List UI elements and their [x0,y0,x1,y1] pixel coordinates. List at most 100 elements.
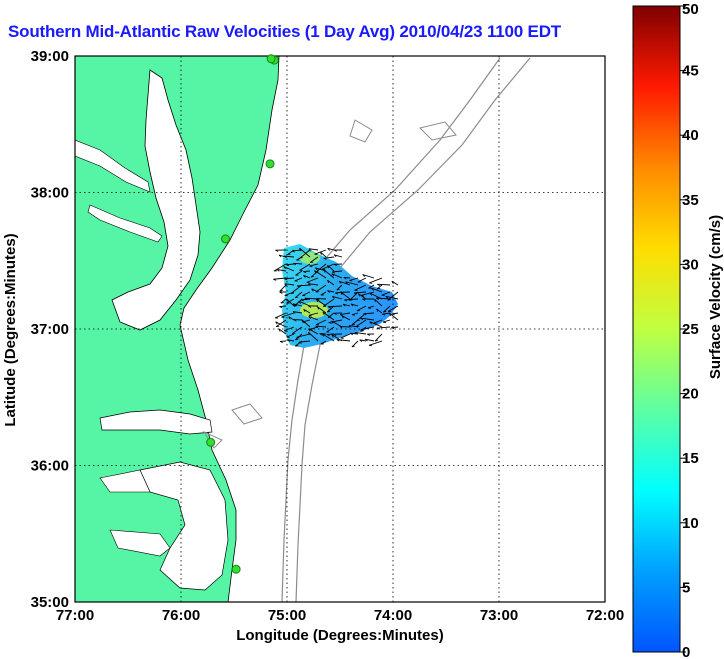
bathymetry-contour [419,121,457,141]
velocity-vector [373,319,383,324]
velocity-vector [287,339,295,342]
velocity-vector [332,270,343,273]
velocity-vector [349,277,359,281]
velocity-vector [376,297,391,300]
velocity-vector-head [304,297,308,301]
chesapeake-bay [111,69,201,331]
potomac-river [75,139,151,193]
velocity-vector-head [283,255,287,259]
radar-stations [206,54,279,574]
velocity-vector-head [308,248,312,251]
velocity-vector [308,331,319,342]
velocity-vector-head [369,344,373,347]
velocity-vector-head [354,332,358,335]
velocity-vector-head [295,296,299,299]
velocity-vector [328,305,343,308]
velocity-vector-head [368,307,372,309]
velocity-vector-head [308,314,312,317]
velocity-vector [298,300,311,307]
velocity-vector [320,251,327,258]
velocity-vector-head [327,306,331,309]
velocity-hotspot [300,252,320,264]
velocity-vector-head [308,283,311,286]
map-title: Southern Mid-Atlantic Raw Velocities (1 … [8,22,561,41]
velocity-vector-head [350,332,354,336]
velocity-vector-head [331,271,336,274]
velocity-vector [391,326,399,329]
velocity-vector [376,308,383,314]
velocity-vector-head [383,311,387,313]
x-tick-label: 76:00 [162,607,200,624]
velocity-vector [381,291,391,296]
velocity-vector [295,270,303,276]
velocity-vector [286,298,295,304]
x-axis-label: Longitude (Degrees:Minutes) [236,627,444,644]
velocity-vector [351,319,359,326]
velocity-vector-head [314,270,317,274]
velocity-vector-head [374,339,379,342]
velocity-vector [292,311,303,314]
velocity-vector [326,305,335,313]
velocity-vector-head [279,306,283,309]
velocity-vector [332,296,343,300]
velocity-vector-head [317,306,320,310]
velocity-vector-head [315,267,318,271]
velocity-vector-head [345,281,348,285]
velocity-vector-head [385,295,389,299]
velocity-vector [304,297,319,300]
velocity-vector-head [296,285,300,288]
velocity-vector-head [322,311,325,315]
velocity-vector [315,319,327,326]
velocity-vector-head [319,333,323,336]
velocity-vector-head [298,341,302,344]
velocity-vector [363,312,375,315]
velocity-vector [284,277,295,280]
velocity-vector [308,283,319,286]
velocity-vector [374,333,383,342]
velocity-vector-head [308,305,312,308]
velocity-vector [382,312,391,315]
velocity-vector-head [339,314,344,316]
velocity-vector-head [348,325,352,328]
velocity-vector [351,312,359,316]
velocity-vector [297,284,311,287]
colorbar-tick-label: 35 [682,192,699,209]
velocity-vector [323,269,335,279]
velocity-vector-head [275,249,279,252]
x-tick-labels: 77:00 76:00 75:00 74:00 73:00 72:00 [56,607,624,624]
velocity-vector [333,254,343,258]
velocity-vector [273,277,287,280]
velocity-vector-head [299,247,301,252]
velocity-vector-head [281,316,285,319]
velocity-vector [309,326,319,330]
colorbar-tick-label: 40 [682,127,699,144]
velocity-vector [298,340,311,343]
velocity-vector-head [303,271,307,274]
velocity-vector-head [294,305,298,307]
velocity-vector-head [326,334,330,337]
velocity-vector-head [343,277,347,280]
colorbar-tick-label: 10 [682,515,699,532]
velocity-vector-head [284,278,288,281]
velocity-vector-head [323,269,326,273]
colorbar [632,5,681,653]
velocity-vector [382,319,391,323]
velocity-vector-head [292,311,296,314]
velocity-vector-head [315,325,319,329]
velocity-vector [377,283,391,286]
velocity-vector [368,340,383,346]
colorbar-tick-label: 0 [682,644,690,659]
velocity-vector [275,321,287,328]
velocity-vector [303,270,311,272]
velocity-vector [302,291,311,296]
station-marker [265,159,275,169]
velocity-vector [376,284,383,290]
pamlico-sound [139,461,229,591]
velocity-vector [322,311,335,321]
velocity-vector-head [391,313,395,316]
velocity-vector [273,263,287,272]
velocity-vector-head [308,332,310,336]
velocity-vector [354,284,367,291]
velocity-vector [350,303,359,307]
